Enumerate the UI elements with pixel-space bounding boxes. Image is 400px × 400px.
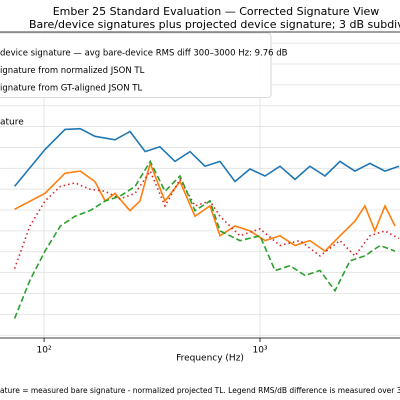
chart-title: Ember 25 Standard Evaluation — Corrected… bbox=[53, 5, 380, 18]
x-tick-label: 10³ bbox=[252, 346, 267, 356]
series-line bbox=[13, 127, 400, 187]
legend-box bbox=[0, 32, 272, 98]
x-axis-label: Frequency (Hz) bbox=[176, 354, 244, 364]
legend-label: ignature from normalized JSON TL bbox=[0, 66, 145, 76]
annotation: ature bbox=[0, 118, 24, 128]
series-line bbox=[14, 160, 396, 253]
legend-label: device signature — avg bare-device RMS d… bbox=[0, 49, 288, 59]
legend-label: ignature from GT-aligned JSON TL bbox=[0, 84, 142, 94]
plot-area: 10² 10³ ature device signature — avg bare-d… bbox=[0, 31, 400, 356]
series-line bbox=[13, 159, 396, 319]
footnote: ature = measured bare signature - normal… bbox=[0, 386, 400, 395]
chart-subtitle: Bare/device signatures plus projected de… bbox=[29, 18, 400, 31]
x-tick-label: 10² bbox=[37, 346, 52, 356]
